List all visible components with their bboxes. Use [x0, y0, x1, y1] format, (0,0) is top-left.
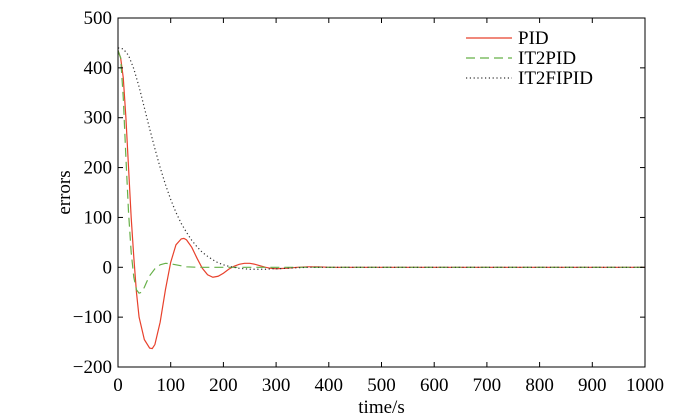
y-tick-label: 500 — [84, 8, 113, 29]
y-tick-label: −200 — [73, 357, 112, 378]
legend-label-2: IT2FIPID — [518, 68, 593, 89]
x-tick-label: 800 — [525, 375, 554, 396]
x-tick-label: 100 — [156, 375, 185, 396]
x-tick-label: 200 — [209, 375, 238, 396]
x-tick-label: 0 — [113, 375, 123, 396]
legend-label-1: IT2PID — [518, 48, 576, 69]
series-line-1 — [118, 50, 645, 294]
legend-label-0: PID — [518, 28, 549, 49]
x-tick-label: 500 — [367, 375, 396, 396]
y-tick-label: 0 — [103, 257, 113, 278]
x-tick-label: 600 — [420, 375, 449, 396]
y-axis-title: errors — [54, 170, 75, 214]
x-tick-label: 300 — [262, 375, 291, 396]
series-line-2 — [118, 47, 645, 270]
y-tick-label: −100 — [73, 307, 112, 328]
x-tick-label: 700 — [473, 375, 502, 396]
series-layer — [118, 47, 645, 350]
x-axis-title: time/s — [358, 397, 404, 418]
y-tick-label: 200 — [84, 158, 113, 179]
tick-layer: 0 100 200 300 400 500 600 700 800 900 1000−200−100… — [73, 8, 664, 396]
x-tick-label: 400 — [315, 375, 344, 396]
x-tick-label: 1000 — [626, 375, 664, 396]
x-tick-label: 900 — [578, 375, 607, 396]
y-tick-label: 300 — [84, 108, 113, 129]
y-tick-label: 400 — [84, 58, 113, 79]
y-tick-label: 100 — [84, 207, 113, 228]
